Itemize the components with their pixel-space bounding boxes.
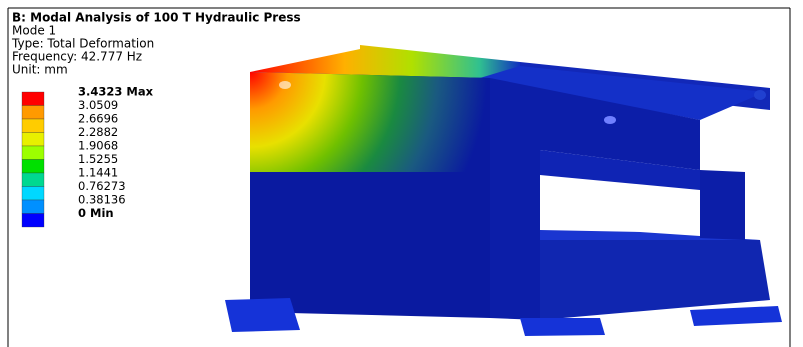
legend-swatch (22, 92, 44, 106)
legend-label: 2.6696 (78, 112, 118, 126)
screenshot: B: Modal Analysis of 100 T Hydraulic Pre… (0, 0, 803, 347)
page: B: Modal Analysis of 100 T Hydraulic Pre… (0, 0, 803, 347)
frequency: Frequency: 42.777 Hz (12, 50, 142, 64)
bolt-hole (604, 116, 616, 124)
legend-swatch (22, 160, 44, 174)
legend-swatch (22, 133, 44, 147)
legend-label: 2.2882 (78, 125, 118, 139)
legend-label: 1.9068 (78, 139, 118, 153)
foot-left (225, 298, 300, 332)
bolt-hole (279, 81, 291, 89)
legend-label: 3.0509 (78, 98, 118, 112)
legend-swatch (22, 146, 44, 160)
legend-swatch (22, 214, 44, 228)
legend-swatch (22, 119, 44, 133)
legend-label: 3.4323 Max (78, 85, 154, 99)
foot-mid (520, 318, 605, 336)
mode: Mode 1 (12, 24, 56, 38)
legend-swatch (22, 106, 44, 120)
bolt-hole (754, 90, 766, 100)
legend-label: 0 Min (78, 206, 114, 220)
unit: Unit: mm (12, 63, 68, 77)
legend-label: 0.76273 (78, 179, 126, 193)
legend-label: 1.5255 (78, 152, 118, 166)
result-type: Type: Total Deformation (11, 37, 154, 51)
legend-swatch (22, 187, 44, 201)
column (700, 170, 745, 240)
title: B: Modal Analysis of 100 T Hydraulic Pre… (12, 11, 301, 25)
legend-label: 1.1441 (78, 166, 118, 180)
legend-label: 0.38136 (78, 193, 126, 207)
legend-swatch (22, 200, 44, 214)
legend-swatch (22, 173, 44, 187)
